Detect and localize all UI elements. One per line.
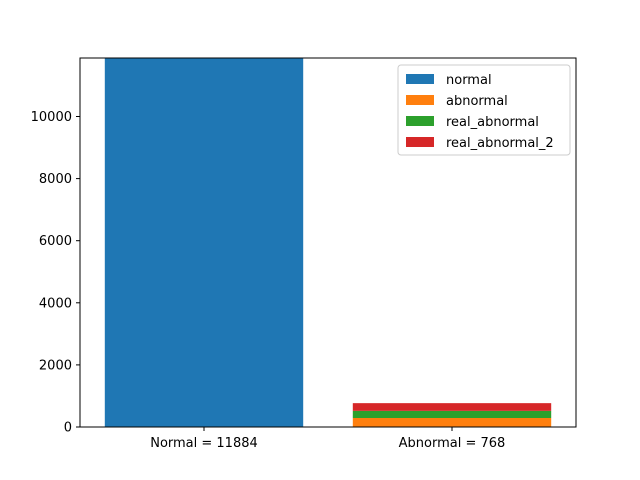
bars-group [104,58,552,427]
legend-swatch-abnormal [406,95,434,105]
y-tick-label: 8000 [39,172,72,187]
bar-real-abnormal-2 [352,410,552,418]
legend-swatch-real-abnormal-2 [406,137,434,147]
bar-normal-1 [104,58,304,427]
legend-box [397,64,571,156]
legend-label-normal: normal [446,73,492,88]
y-tick-label: 10000 [31,110,72,125]
x-tick-label: Abnormal = 768 [399,436,506,451]
y-axis: 0 2000 4000 6000 8000 10000 [31,110,80,436]
y-tick-label: 0 [64,421,72,436]
bar-abnormal-2 [352,417,552,427]
plot-frame [79,57,577,428]
legend-label-real-abnormal: real_abnormal [446,115,539,130]
legend-label-abnormal: abnormal [446,94,508,109]
x-tick-label: Normal = 11884 [150,436,258,451]
legend: normal abnormal real_abnormal real_abnormal… [397,64,571,156]
legend-swatch-real-abnormal [406,116,434,126]
y-tick-label: 6000 [39,234,72,249]
y-tick-label: 4000 [39,296,72,311]
x-axis: Normal = 11884 Abnormal = 768 [150,427,505,451]
bar-real-abnormal-2-2 [352,403,552,411]
y-tick-label: 2000 [39,358,72,373]
legend-label-real-abnormal-2: real_abnormal_2 [446,136,554,151]
legend-swatch-normal [406,74,434,84]
